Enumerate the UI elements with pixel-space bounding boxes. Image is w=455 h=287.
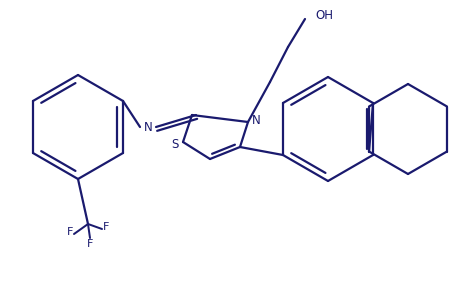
Text: N: N bbox=[251, 113, 260, 127]
Text: F: F bbox=[67, 227, 73, 237]
Text: N: N bbox=[143, 121, 152, 133]
Text: S: S bbox=[171, 137, 178, 150]
Text: F: F bbox=[86, 239, 93, 249]
Text: F: F bbox=[102, 222, 109, 232]
Text: OH: OH bbox=[314, 9, 332, 22]
